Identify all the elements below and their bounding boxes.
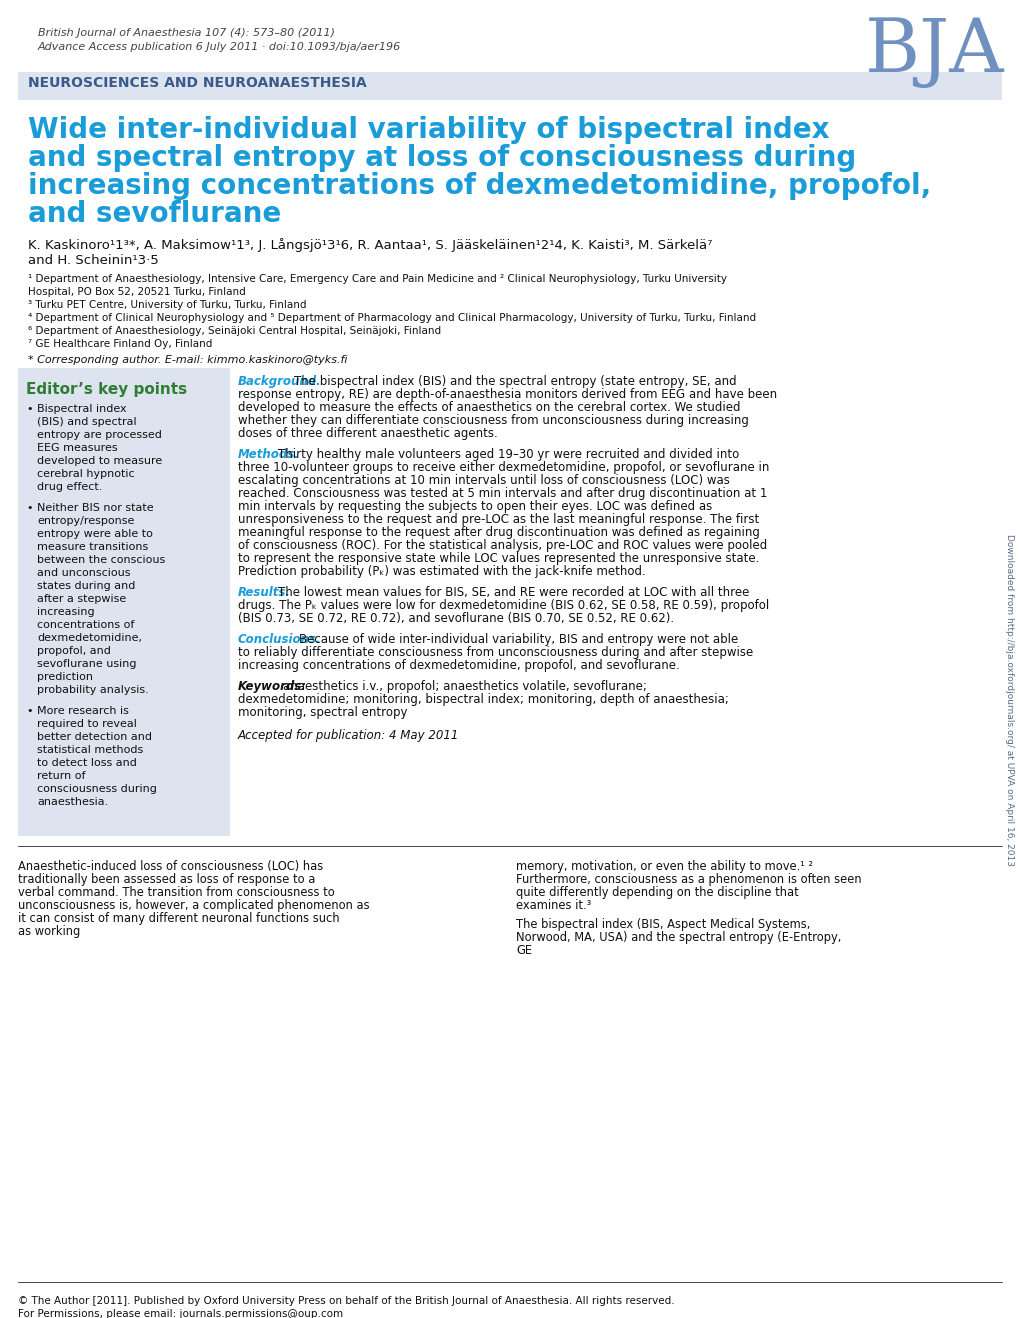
Text: prediction: prediction	[37, 672, 93, 681]
Text: dexmedetomidine,: dexmedetomidine,	[37, 633, 142, 643]
Text: Downloaded from http://bja.oxfordjournals.org/ at UPVA on April 16, 2013: Downloaded from http://bja.oxfordjournal…	[1005, 534, 1014, 866]
Text: drugs. The Pₖ values were low for dexmedetomidine (BIS 0.62, SE 0.58, RE 0.59), : drugs. The Pₖ values were low for dexmed…	[237, 598, 768, 612]
Text: Background.: Background.	[237, 376, 321, 387]
Text: whether they can differentiate consciousness from unconsciousness during increas: whether they can differentiate conscious…	[237, 414, 748, 427]
Text: •: •	[25, 405, 33, 414]
Text: * Corresponding author. E-mail: kimmo.kaskinoro@tyks.fi: * Corresponding author. E-mail: kimmo.ka…	[28, 355, 347, 365]
Text: Editor’s key points: Editor’s key points	[25, 382, 186, 397]
Text: Furthermore, consciousness as a phenomenon is often seen: Furthermore, consciousness as a phenomen…	[516, 873, 861, 886]
Text: Methods.: Methods.	[237, 448, 300, 461]
Text: Anaesthetic-induced loss of consciousness (LOC) has: Anaesthetic-induced loss of consciousnes…	[18, 861, 323, 873]
Text: after a stepwise: after a stepwise	[37, 594, 126, 604]
Text: ⁴ Department of Clinical Neurophysiology and ⁵ Department of Pharmacology and Cl: ⁴ Department of Clinical Neurophysiology…	[28, 312, 755, 323]
Text: Hospital, PO Box 52, 20521 Turku, Finland: Hospital, PO Box 52, 20521 Turku, Finlan…	[28, 287, 246, 297]
Text: meaningful response to the request after drug discontinuation was defined as reg: meaningful response to the request after…	[237, 526, 759, 539]
Text: entropy are processed: entropy are processed	[37, 430, 162, 440]
Text: cerebral hypnotic: cerebral hypnotic	[37, 469, 135, 478]
Text: British Journal of Anaesthesia 107 (4): 573–80 (2011): British Journal of Anaesthesia 107 (4): …	[38, 28, 334, 38]
Text: and H. Scheinin¹3·5: and H. Scheinin¹3·5	[28, 254, 159, 268]
Text: Bispectral index: Bispectral index	[37, 405, 126, 414]
Text: and unconscious: and unconscious	[37, 568, 130, 579]
Text: entropy were able to: entropy were able to	[37, 529, 153, 539]
Text: required to reveal: required to reveal	[37, 720, 137, 729]
Text: quite differently depending on the discipline that: quite differently depending on the disci…	[516, 886, 798, 899]
Text: memory, motivation, or even the ability to move.¹ ²: memory, motivation, or even the ability …	[516, 861, 812, 873]
Text: NEUROSCIENCES AND NEUROANAESTHESIA: NEUROSCIENCES AND NEUROANAESTHESIA	[28, 76, 367, 90]
Text: to detect loss and: to detect loss and	[37, 758, 137, 768]
Text: The bispectral index (BIS, Aspect Medical Systems,: The bispectral index (BIS, Aspect Medica…	[516, 919, 809, 931]
Text: measure transitions: measure transitions	[37, 542, 148, 552]
Text: Results.: Results.	[237, 587, 290, 598]
Text: Conclusions.: Conclusions.	[237, 633, 321, 646]
Text: anaesthetics i.v., propofol; anaesthetics volatile, sevoflurane;: anaesthetics i.v., propofol; anaesthetic…	[283, 680, 647, 693]
Text: states during and: states during and	[37, 581, 136, 590]
Text: verbal command. The transition from consciousness to: verbal command. The transition from cons…	[18, 886, 334, 899]
Text: (BIS 0.73, SE 0.72, RE 0.72), and sevoflurane (BIS 0.70, SE 0.52, RE 0.62).: (BIS 0.73, SE 0.72, RE 0.72), and sevofl…	[237, 612, 674, 625]
Text: propofol, and: propofol, and	[37, 646, 111, 656]
Text: Accepted for publication: 4 May 2011: Accepted for publication: 4 May 2011	[237, 729, 459, 742]
Text: K. Kaskinoro¹1³*, A. Maksimow¹1³, J. Långsjö¹3¹6, R. Aantaa¹, S. Jääskeläinen¹2¹: K. Kaskinoro¹1³*, A. Maksimow¹1³, J. Lån…	[28, 239, 712, 252]
Text: © The Author [2011]. Published by Oxford University Press on behalf of the Briti: © The Author [2011]. Published by Oxford…	[18, 1296, 674, 1306]
Text: response entropy, RE) are depth-of-anaesthesia monitors derived from EEG and hav: response entropy, RE) are depth-of-anaes…	[237, 387, 776, 401]
Text: entropy/response: entropy/response	[37, 517, 135, 526]
Text: min intervals by requesting the subjects to open their eyes. LOC was defined as: min intervals by requesting the subjects…	[237, 500, 711, 513]
Text: traditionally been assessed as loss of response to a: traditionally been assessed as loss of r…	[18, 873, 315, 886]
Text: and spectral entropy at loss of consciousness during: and spectral entropy at loss of consciou…	[28, 144, 855, 173]
Text: statistical methods: statistical methods	[37, 745, 143, 755]
Text: to represent the responsive state while LOC values represented the unresponsive : to represent the responsive state while …	[237, 552, 758, 565]
Text: return of: return of	[37, 771, 86, 782]
Text: of consciousness (ROC). For the statistical analysis, pre-LOC and ROC values wer: of consciousness (ROC). For the statisti…	[237, 539, 766, 552]
Text: increasing concentrations of dexmedetomidine, propofol, and sevoflurane.: increasing concentrations of dexmedetomi…	[237, 659, 679, 672]
Text: unconsciousness is, however, a complicated phenomenon as: unconsciousness is, however, a complicat…	[18, 899, 369, 912]
Text: it can consist of many different neuronal functions such: it can consist of many different neurona…	[18, 912, 339, 925]
Text: (BIS) and spectral: (BIS) and spectral	[37, 416, 137, 427]
Text: developed to measure the effects of anaesthetics on the cerebral cortex. We stud: developed to measure the effects of anae…	[237, 401, 740, 414]
Text: ³ Turku PET Centre, University of Turku, Turku, Finland: ³ Turku PET Centre, University of Turku,…	[28, 301, 306, 310]
Text: dexmedetomidine; monitoring, bispectral index; monitoring, depth of anaesthesia;: dexmedetomidine; monitoring, bispectral …	[237, 693, 729, 706]
Text: Norwood, MA, USA) and the spectral entropy (E-Entropy,: Norwood, MA, USA) and the spectral entro…	[516, 931, 841, 944]
Text: consciousness during: consciousness during	[37, 784, 157, 793]
Text: between the conscious: between the conscious	[37, 555, 165, 565]
Text: Wide inter-individual variability of bispectral index: Wide inter-individual variability of bis…	[28, 116, 828, 144]
Text: drug effect.: drug effect.	[37, 482, 102, 492]
Text: probability analysis.: probability analysis.	[37, 685, 149, 695]
Text: For Permissions, please email: journals.permissions@oup.com: For Permissions, please email: journals.…	[18, 1309, 342, 1318]
Text: sevoflurane using: sevoflurane using	[37, 659, 137, 670]
Text: as working: as working	[18, 925, 81, 938]
Text: ⁷ GE Healthcare Finland Oy, Finland: ⁷ GE Healthcare Finland Oy, Finland	[28, 339, 212, 349]
Text: escalating concentrations at 10 min intervals until loss of consciousness (LOC) : escalating concentrations at 10 min inte…	[237, 474, 730, 486]
Text: better detection and: better detection and	[37, 731, 152, 742]
Text: •: •	[25, 706, 33, 716]
Text: The bispectral index (BIS) and the spectral entropy (state entropy, SE, and: The bispectral index (BIS) and the spect…	[293, 376, 736, 387]
Text: increasing concentrations of dexmedetomidine, propofol,: increasing concentrations of dexmedetomi…	[28, 173, 930, 200]
Text: reached. Consciousness was tested at 5 min intervals and after drug discontinuat: reached. Consciousness was tested at 5 m…	[237, 486, 766, 500]
Text: •: •	[25, 503, 33, 513]
Text: developed to measure: developed to measure	[37, 456, 162, 467]
Text: ¹ Department of Anaesthesiology, Intensive Care, Emergency Care and Pain Medicin: ¹ Department of Anaesthesiology, Intensi…	[28, 274, 727, 283]
Text: ⁶ Department of Anaesthesiology, Seinäjoki Central Hospital, Seinäjoki, Finland: ⁶ Department of Anaesthesiology, Seinäjo…	[28, 326, 440, 336]
Text: examines it.³: examines it.³	[516, 899, 591, 912]
Text: doses of three different anaesthetic agents.: doses of three different anaesthetic age…	[237, 427, 497, 440]
Text: EEG measures: EEG measures	[37, 443, 117, 453]
Bar	[18, 368, 229, 836]
Text: BJA: BJA	[864, 14, 1004, 88]
Text: Because of wide inter-individual variability, BIS and entropy were not able: Because of wide inter-individual variabi…	[299, 633, 737, 646]
Text: Thirty healthy male volunteers aged 19–30 yr were recruited and divided into: Thirty healthy male volunteers aged 19–3…	[278, 448, 739, 461]
Text: unresponsiveness to the request and pre-LOC as the last meaningful response. The: unresponsiveness to the request and pre-…	[237, 513, 758, 526]
Text: GE: GE	[516, 944, 532, 957]
Text: three 10-volunteer groups to receive either dexmedetomidine, propofol, or sevofl: three 10-volunteer groups to receive eit…	[237, 461, 768, 474]
Text: increasing: increasing	[37, 608, 95, 617]
Text: More research is: More research is	[37, 706, 128, 716]
Text: Prediction probability (Pₖ) was estimated with the jack-knife method.: Prediction probability (Pₖ) was estimate…	[237, 565, 645, 579]
Text: The lowest mean values for BIS, SE, and RE were recorded at LOC with all three: The lowest mean values for BIS, SE, and …	[278, 587, 749, 598]
Text: to reliably differentiate consciousness from unconsciousness during and after st: to reliably differentiate consciousness …	[237, 646, 752, 659]
Text: and sevoflurane: and sevoflurane	[28, 200, 281, 228]
Text: monitoring, spectral entropy: monitoring, spectral entropy	[237, 706, 408, 720]
Text: anaesthesia.: anaesthesia.	[37, 797, 108, 807]
Bar	[18, 72, 1001, 100]
Text: Keywords:: Keywords:	[237, 680, 307, 693]
Text: concentrations of: concentrations of	[37, 619, 135, 630]
Text: Neither BIS nor state: Neither BIS nor state	[37, 503, 154, 513]
Text: Advance Access publication 6 July 2011 · doi:10.1093/bja/aer196: Advance Access publication 6 July 2011 ·…	[38, 42, 400, 51]
